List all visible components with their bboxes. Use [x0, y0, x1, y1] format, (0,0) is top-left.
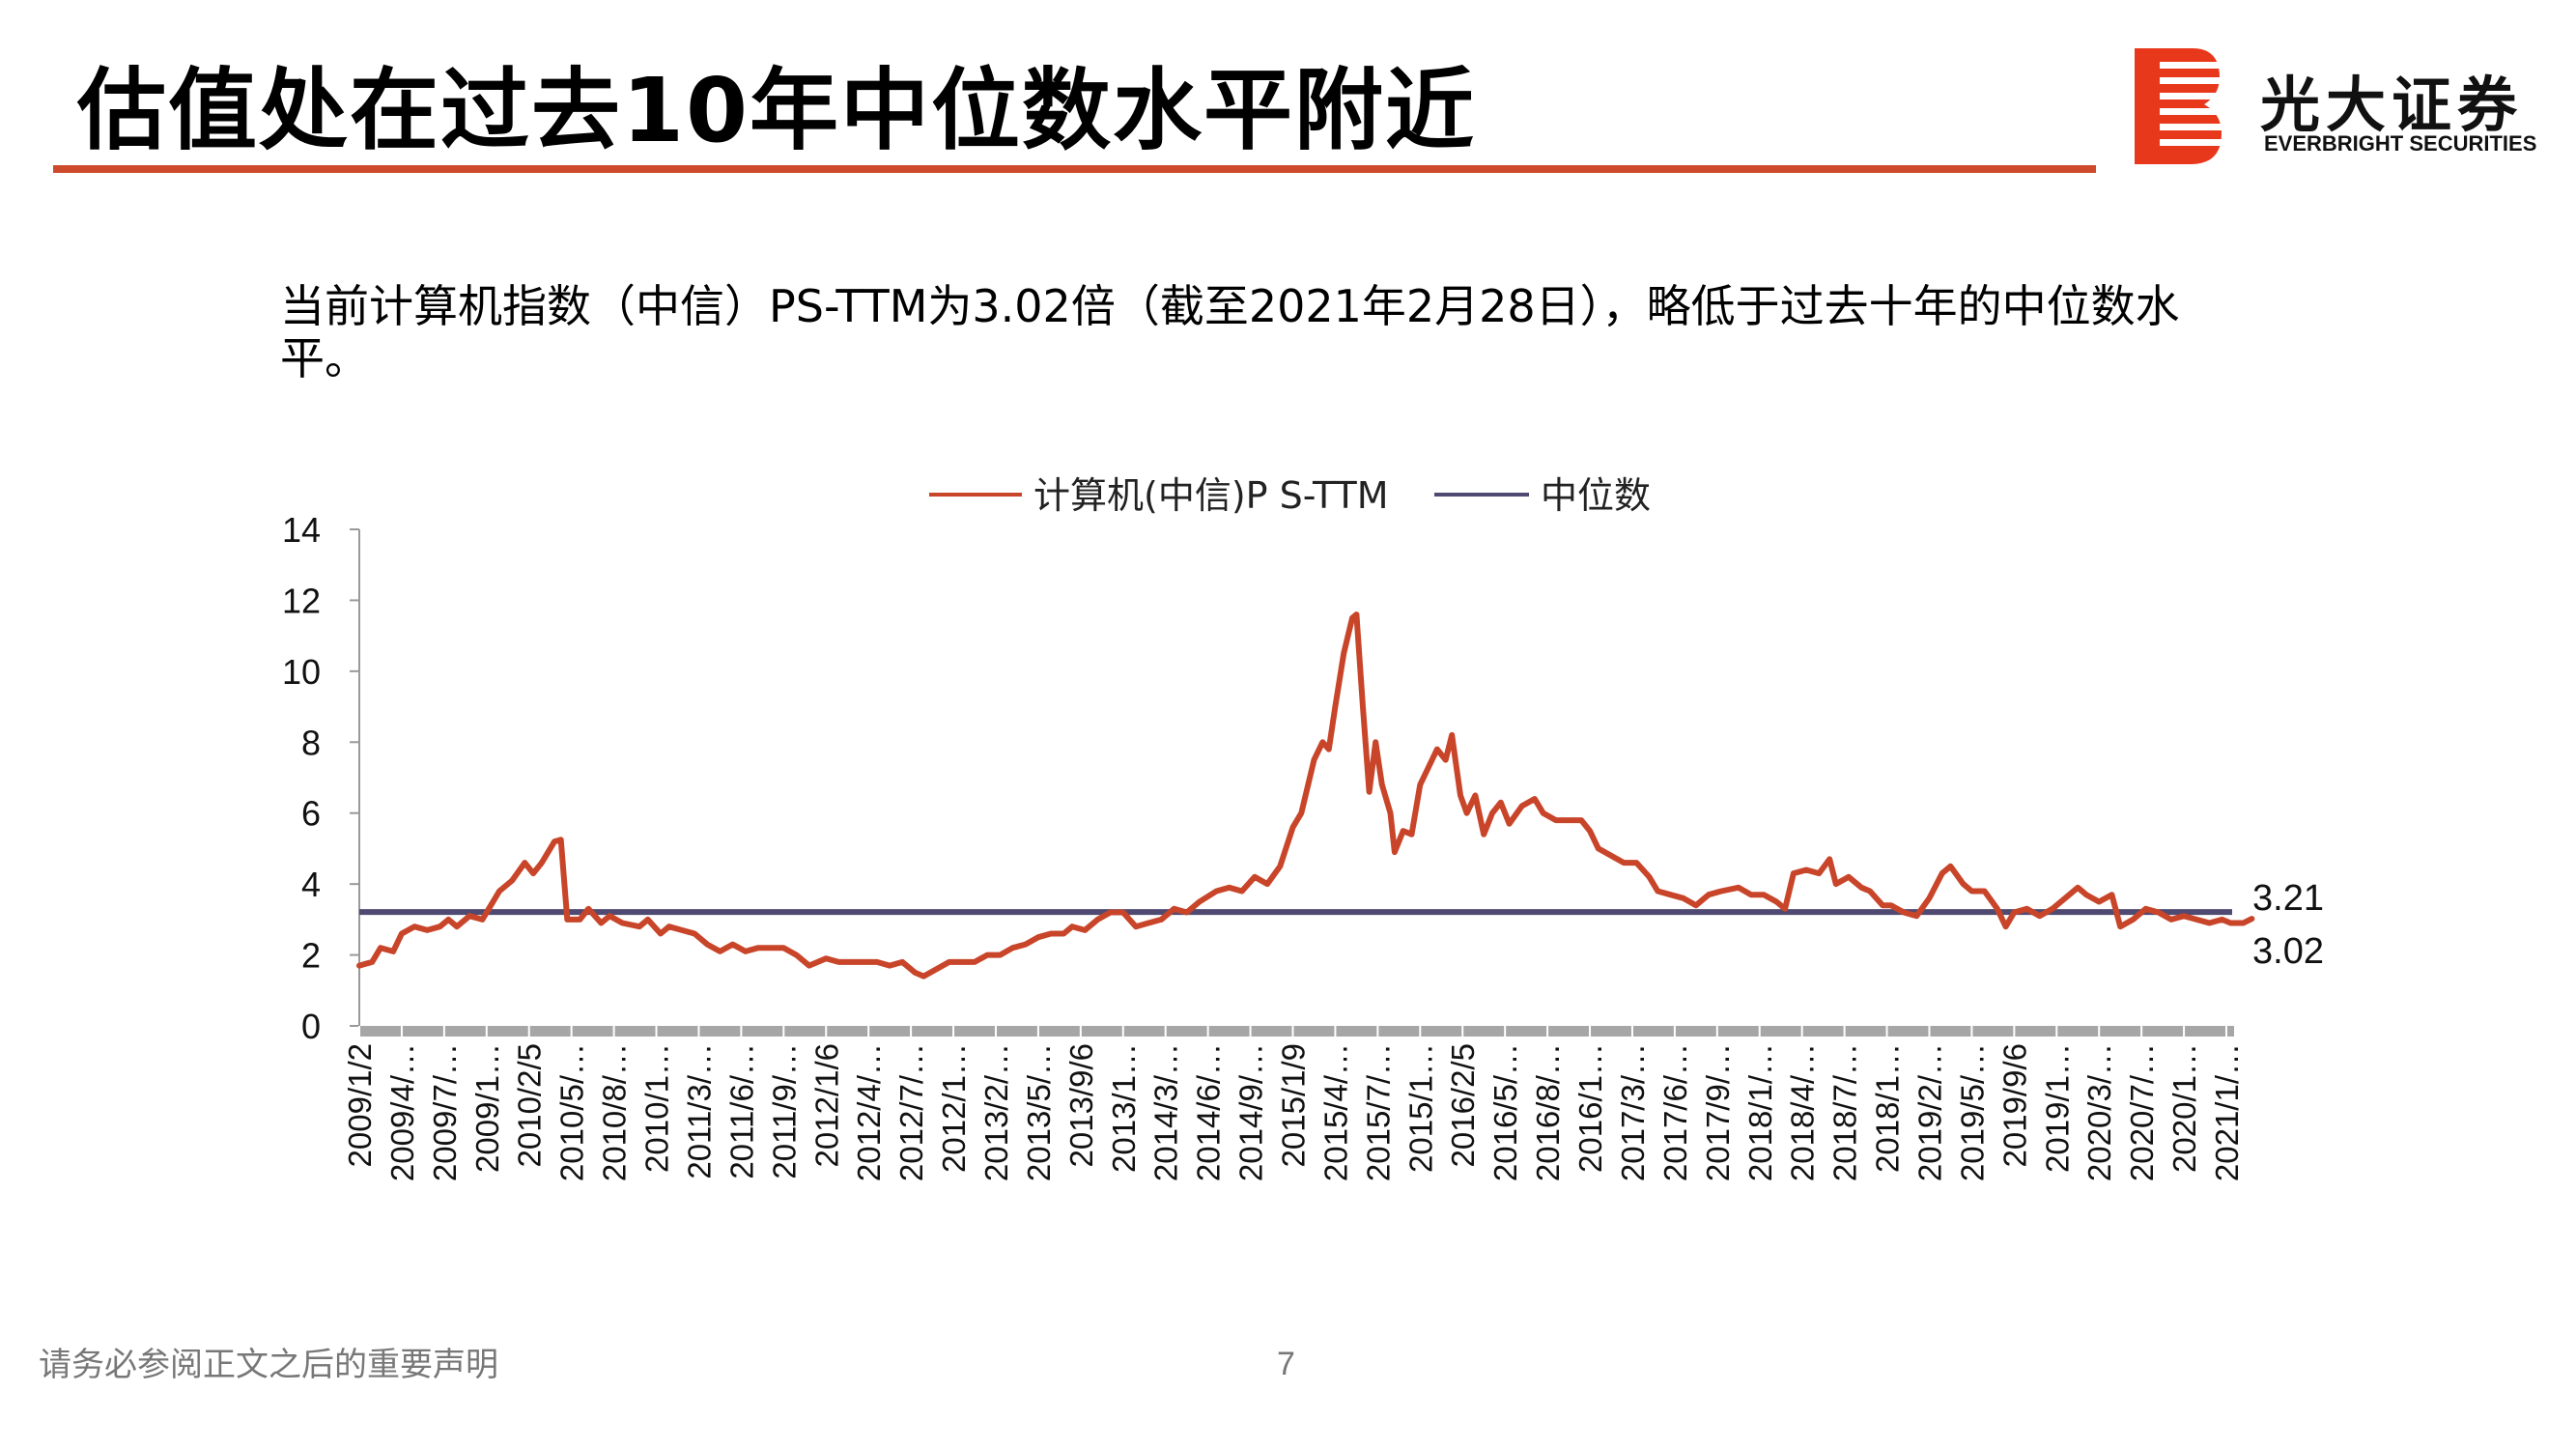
- x-tick-label: 2018/1…: [1870, 1043, 1906, 1173]
- x-tick-label: 2017/3/…: [1615, 1043, 1651, 1181]
- x-tick-label: 2020/3/…: [2081, 1043, 2117, 1181]
- x-tick-label: 2018/1/…: [1742, 1043, 1778, 1181]
- x-tick-label: 2011/6/…: [723, 1043, 759, 1179]
- x-tick-label: 2019/1…: [2039, 1043, 2075, 1173]
- x-tick-label: 2015/1…: [1402, 1043, 1438, 1173]
- x-tick-label: 2016/2/5: [1445, 1043, 1481, 1167]
- x-tick-label: 2018/4/…: [1785, 1043, 1821, 1181]
- y-tick-label: 6: [301, 794, 321, 834]
- x-tick-label: 2014/6/…: [1191, 1043, 1227, 1181]
- x-tick-label: 2011/3/…: [681, 1043, 717, 1179]
- x-tick-label: 2018/7/…: [1827, 1043, 1863, 1181]
- x-tick-label: 2016/1…: [1572, 1043, 1608, 1173]
- title-divider: [53, 165, 2096, 173]
- x-tick-label: 2019/2/…: [1911, 1043, 1947, 1181]
- legend-label-ps-ttm: 计算机(中信)P S-TTM: [1033, 474, 1389, 517]
- everbright-logo-icon: [2135, 48, 2222, 164]
- x-tick-label: 2010/5/…: [554, 1043, 590, 1181]
- page-title: 估值处在过去10年中位数水平附近: [77, 59, 1477, 162]
- x-tick-label: 2015/1/9: [1276, 1043, 1312, 1167]
- y-tick-label: 0: [301, 1007, 321, 1046]
- disclaimer-note: 请务必参阅正文之后的重要声明: [39, 1346, 498, 1384]
- x-tick-label: 2014/9/…: [1233, 1043, 1269, 1181]
- x-tick-label: 2019/5/…: [1954, 1043, 1990, 1181]
- x-tick-label: 2010/2/5: [512, 1043, 548, 1167]
- x-tick-label: 2012/7/…: [893, 1043, 929, 1181]
- ps-ttm-series-line: [356, 611, 2255, 980]
- x-tick-label: 2013/9/6: [1063, 1043, 1099, 1167]
- x-tick-label: 2015/4/…: [1317, 1043, 1353, 1181]
- x-tick-label: 2015/7/…: [1360, 1043, 1396, 1181]
- y-tick-label: 14: [282, 510, 321, 550]
- x-tick-label: 2011/9/…: [766, 1043, 802, 1179]
- logo-english-name: EVERBRIGHT SECURITIES: [2264, 131, 2537, 156]
- x-tick-label: 2009/1…: [469, 1043, 505, 1173]
- legend-label-median: 中位数: [1541, 474, 1651, 517]
- x-tick-label: 2009/4/…: [384, 1043, 420, 1181]
- x-tick-label: 2009/1/2: [342, 1043, 378, 1167]
- median-value-label: 3.21: [2252, 878, 2324, 919]
- company-logo: 光大证券 EVERBRIGHT SECURITIES: [2135, 48, 2560, 164]
- y-tick-label: 2: [301, 936, 321, 976]
- x-tick-label: 2009/7/…: [427, 1043, 463, 1181]
- y-tick-label: 12: [282, 581, 321, 620]
- x-tick-label: 2020/1…: [2166, 1043, 2202, 1173]
- x-tick-label: 2013/1…: [1106, 1043, 1142, 1173]
- x-tick-label: 2021/1/…: [2209, 1043, 2245, 1181]
- x-tick-label: 2012/1/6: [808, 1043, 844, 1167]
- x-tick-label: 2017/9/…: [1700, 1043, 1736, 1181]
- x-tick-label: 2012/1…: [936, 1043, 972, 1173]
- current-value-label: 3.02: [2252, 931, 2324, 972]
- chart-description: 当前计算机指数（中信）PS-TTM为3.02倍（截至2021年2月28日），略低…: [280, 280, 2180, 384]
- x-axis-band: [359, 1026, 2234, 1037]
- x-tick-label: 2013/5/…: [1021, 1043, 1057, 1181]
- x-tick-label: 2012/4/…: [851, 1043, 887, 1181]
- x-tick-label: 2013/2/…: [978, 1043, 1014, 1181]
- logo-chinese-name: 光大证券: [2260, 70, 2524, 140]
- y-tick-label: 10: [282, 652, 321, 692]
- x-tick-label: 2017/6/…: [1657, 1043, 1693, 1181]
- x-tick-label: 2014/3/…: [1148, 1043, 1184, 1181]
- x-tick-label: 2019/9/6: [1996, 1043, 2032, 1167]
- page-number: 7: [1277, 1346, 1295, 1382]
- x-tick-label: 2010/1…: [639, 1043, 675, 1173]
- y-tick-label: 8: [301, 723, 321, 762]
- x-tick-label: 2010/8/…: [597, 1043, 633, 1181]
- y-tick-label: 4: [301, 865, 321, 904]
- x-tick-label: 2016/8/…: [1530, 1043, 1566, 1181]
- x-tick-label: 2020/7/…: [2124, 1043, 2160, 1181]
- x-tick-label: 2016/5/…: [1487, 1043, 1523, 1181]
